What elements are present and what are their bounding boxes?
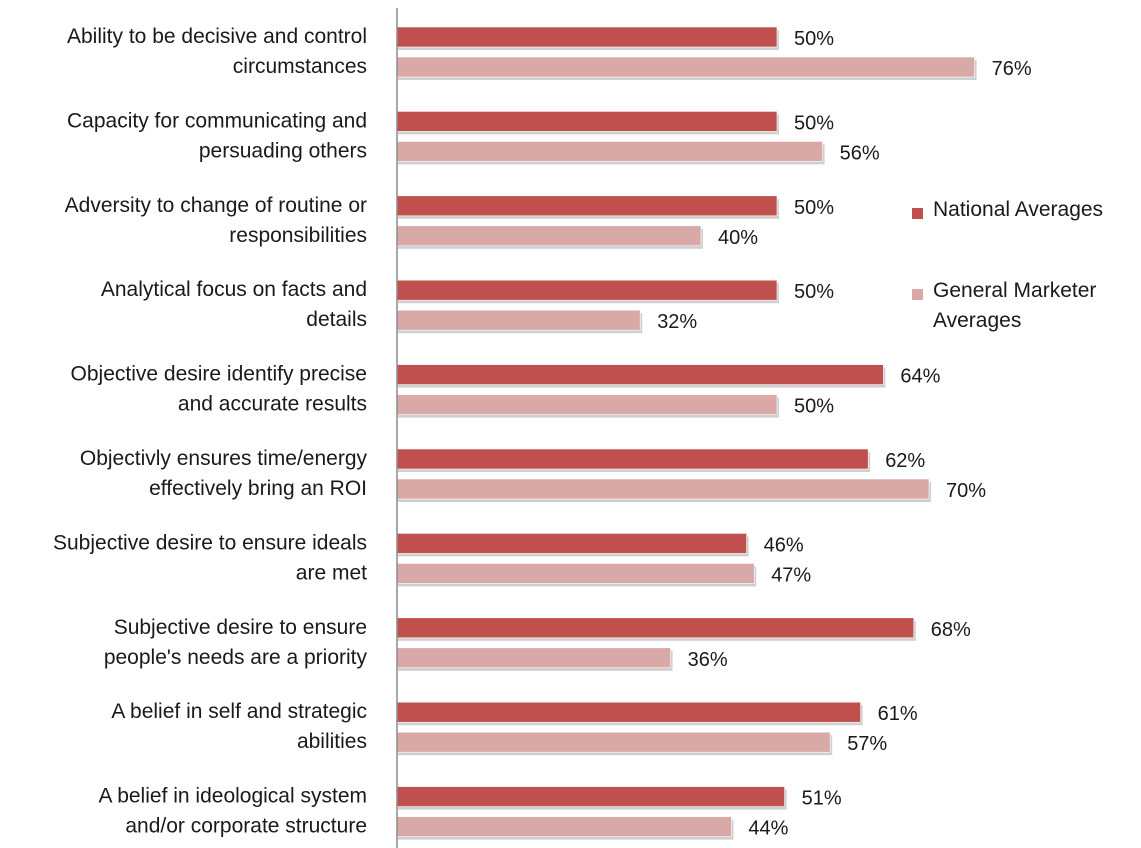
bar-national — [396, 195, 778, 217]
category-label-line: abilities — [297, 730, 367, 753]
data-label: 51% — [802, 788, 842, 810]
legend-label-line: General Marketer — [933, 279, 1096, 302]
bar-national — [396, 111, 778, 132]
category-label-line: Objective desire identify precise — [71, 363, 367, 386]
category-label: Subjective desire to ensure people's need… — [104, 616, 368, 669]
category-label: Capacity for communicating and persuading… — [67, 109, 367, 162]
category-label: A belief in self and strategic abilities — [111, 700, 367, 753]
category-label-line: Analytical focus on facts and — [101, 278, 367, 301]
bar-general-marketer — [396, 816, 732, 837]
bar-general-marketer — [396, 56, 975, 78]
data-label: 40% — [718, 227, 758, 249]
data-label: 76% — [992, 58, 1032, 80]
data-label: 36% — [688, 649, 728, 671]
legend: National Averages General Marketer Average… — [912, 198, 1103, 332]
legend-label-national: National Averages — [933, 198, 1103, 221]
category-label: Ability to be decisive and control circum… — [67, 25, 367, 78]
bar-general-marketer — [396, 731, 831, 753]
bar-national — [396, 786, 785, 807]
bar-national — [396, 533, 747, 554]
bar-national — [396, 279, 778, 301]
legend-swatch-national — [912, 208, 923, 219]
data-label: 50% — [794, 197, 834, 219]
bar-general-marketer — [396, 394, 778, 415]
category-label-line: responsibilities — [229, 224, 367, 247]
category-label-line: and/or corporate structure — [125, 815, 367, 838]
legend-label-general-marketer: General Marketer Averages — [933, 279, 1096, 332]
bar-national — [396, 448, 869, 470]
data-label: 68% — [931, 619, 971, 641]
data-label: 62% — [885, 450, 925, 472]
bar-general-marketer — [396, 563, 755, 584]
category-label: Analytical focus on facts and details — [101, 278, 367, 331]
category-labels: Ability to be decisive and control circum… — [53, 25, 368, 838]
data-label: 50% — [794, 112, 834, 134]
category-label-line: Subjective desire to ensure ideals — [53, 531, 367, 554]
bar-national — [396, 617, 915, 639]
data-label: 57% — [847, 733, 887, 755]
category-label: Adversity to change of routine or respons… — [65, 194, 367, 247]
category-label-line: persuading others — [199, 139, 367, 162]
category-label: A belief in ideological system and/or cor… — [99, 785, 367, 838]
bar-general-marketer — [396, 647, 671, 669]
category-label-line: circumstances — [233, 55, 367, 78]
category-label-line: and accurate results — [178, 393, 367, 416]
category-label-line: people's needs are a priority — [104, 646, 368, 669]
data-label: 50% — [794, 396, 834, 418]
category-label-line: details — [306, 308, 367, 331]
legend-swatch-general-marketer — [912, 289, 923, 300]
bar-general-marketer — [396, 309, 641, 331]
category-label-line: A belief in ideological system — [99, 785, 367, 808]
legend-label-line: National Averages — [933, 198, 1103, 221]
data-label: 50% — [794, 281, 834, 303]
bar-general-marketer — [396, 141, 823, 162]
category-label: Objectivly ensures time/energy effectivel… — [80, 447, 368, 500]
category-label: Objective desire identify precise and acc… — [71, 363, 367, 416]
data-label: 64% — [900, 366, 940, 388]
category-label-line: A belief in self and strategic — [111, 700, 367, 723]
bar-general-marketer — [396, 225, 702, 247]
bars-layer: 50% 76% 50% 56% 50% 40% 50% 32% 64% 50% 62% 70% 46% 4… — [396, 26, 1032, 840]
data-label: 50% — [794, 28, 834, 50]
data-label: 46% — [764, 534, 804, 556]
category-label-line: Objectivly ensures time/energy — [80, 447, 368, 470]
category-label: Subjective desire to ensure ideals are me… — [53, 531, 367, 584]
data-label: 61% — [878, 703, 918, 725]
data-label: 44% — [748, 818, 788, 840]
data-label: 32% — [657, 311, 697, 333]
data-label: 47% — [771, 564, 811, 586]
category-label-line: Capacity for communicating and — [67, 109, 367, 132]
category-label-line: Adversity to change of routine or — [65, 194, 367, 217]
legend-label-line: Averages — [933, 309, 1021, 332]
category-label-line: effectively bring an ROI — [149, 477, 367, 500]
data-label: 56% — [840, 142, 880, 164]
bar-general-marketer — [396, 478, 930, 500]
data-label: 70% — [946, 480, 986, 502]
category-label-line: are met — [296, 561, 367, 584]
bar-national — [396, 701, 861, 723]
bar-national — [396, 364, 884, 385]
category-label-line: Subjective desire to ensure — [114, 616, 367, 639]
category-label-line: Ability to be decisive and control — [67, 25, 367, 48]
bar-national — [396, 26, 778, 48]
